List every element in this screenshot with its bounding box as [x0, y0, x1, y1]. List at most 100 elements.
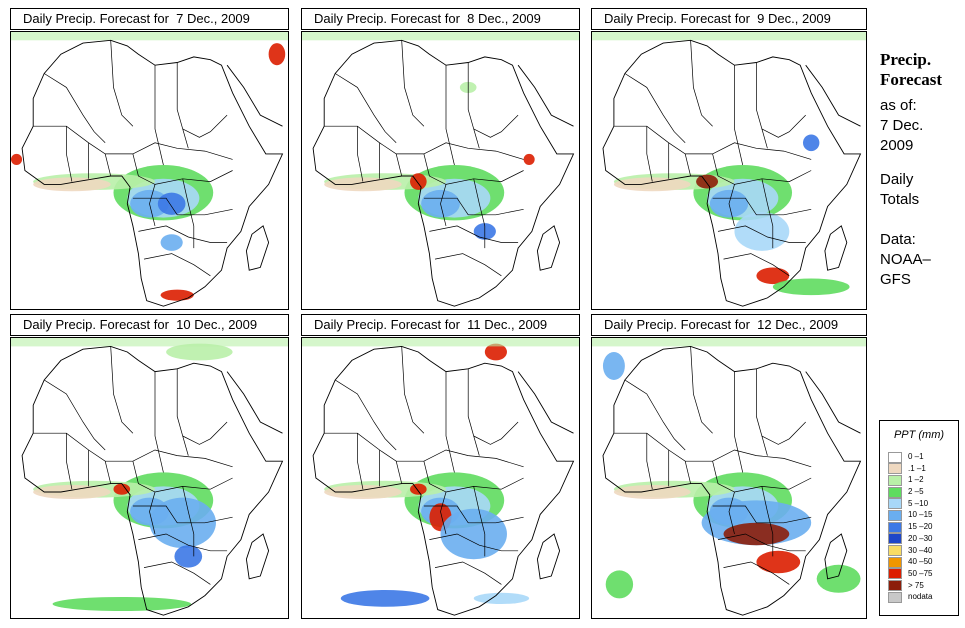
precip-cell [33, 177, 111, 192]
legend-title: PPT (mm) [893, 429, 945, 441]
precip-cell [52, 597, 192, 611]
country-border [473, 486, 486, 557]
precip-cell [410, 483, 427, 495]
country-border [154, 371, 164, 473]
arabia-coastline [226, 371, 283, 434]
country-border [182, 114, 228, 138]
country-border [434, 253, 502, 277]
legend-swatch [888, 474, 902, 486]
precip-cell [592, 338, 866, 347]
legend-swatch [888, 556, 902, 568]
precip-cell [33, 485, 111, 499]
legend-label: 20 –30 [908, 533, 933, 543]
legend-swatch [888, 498, 902, 510]
precip-cell [473, 592, 530, 604]
country-border [423, 505, 524, 524]
legend-label: > 75 [908, 580, 924, 590]
madagascar-outline [536, 225, 561, 271]
country-border [132, 461, 233, 493]
ppt-legend: PPT (mm) 0 –1 .1 –1 1 –2 2 –5 5 –10 10 –15 15 … [879, 420, 959, 616]
precip-cell [696, 174, 719, 189]
country-border [401, 40, 425, 127]
madagascar-outline [824, 533, 848, 580]
panel-title: Daily Precip. Forecast for 9 Dec., 2009 [591, 8, 867, 30]
data-source-line2: NOAA– [880, 251, 931, 268]
africa-precip-map [301, 337, 580, 619]
country-border [728, 184, 735, 226]
panel-title: Daily Precip. Forecast for 11 Dec., 2009 [301, 314, 580, 336]
country-border [712, 505, 812, 524]
panel-title: Daily Precip. Forecast for 10 Dec., 2009 [10, 314, 289, 336]
africa-precip-map [591, 31, 867, 310]
country-border [756, 368, 768, 456]
legend-swatch [888, 451, 902, 463]
legend-swatch [888, 486, 902, 498]
arabia-coastline [805, 371, 861, 434]
arabia-coastline [805, 64, 861, 127]
legend-label: 1 –2 [908, 475, 924, 485]
data-source-line1: Data: [880, 231, 916, 248]
africa-coastline [602, 345, 862, 616]
precip-cell [160, 234, 183, 251]
country-border [395, 153, 403, 177]
country-border [182, 421, 228, 445]
country-border [176, 368, 189, 456]
country-border [684, 153, 691, 177]
country-border [324, 125, 524, 160]
precip-cell [324, 485, 402, 499]
precip-cell [756, 550, 801, 574]
country-border [154, 65, 164, 166]
precip-cell [605, 570, 634, 599]
country-border [33, 125, 233, 160]
africa-precip-map [10, 337, 289, 619]
legend-swatch [888, 580, 902, 592]
precip-cell [440, 508, 507, 560]
asof-date-line1: 7 Dec. [880, 117, 924, 134]
legend-label: .1 –1 [908, 463, 926, 473]
country-border [143, 253, 211, 277]
africa-precip-map [301, 31, 580, 310]
legend-label: 5 –10 [908, 498, 929, 508]
country-border [104, 461, 112, 484]
country-border [335, 73, 397, 144]
madagascar-outline [824, 225, 848, 271]
side-title-line2: Forecast [880, 70, 942, 89]
country-border [445, 371, 455, 473]
africa-precip-map [591, 337, 867, 619]
precip-cell [174, 545, 203, 568]
precip-cell [772, 278, 850, 296]
precip-cell [268, 43, 286, 66]
country-border [149, 491, 156, 535]
asof-label: as of: [880, 97, 917, 114]
country-border [646, 433, 653, 490]
precip-cell [302, 32, 579, 41]
precip-cell [723, 522, 790, 546]
country-border [684, 461, 691, 484]
precip-cell [340, 590, 430, 607]
precip-layer [11, 338, 288, 611]
legend-swatch [888, 545, 902, 556]
precip-cell [11, 338, 288, 347]
africa-coastline [312, 39, 575, 307]
precip-cell [302, 338, 579, 347]
panel-title: Daily Precip. Forecast for 7 Dec., 2009 [10, 8, 289, 30]
legend-label: 2 –5 [908, 487, 924, 497]
precip-cell [523, 153, 535, 165]
madagascar-outline [245, 533, 270, 580]
country-border [110, 40, 134, 127]
country-border [138, 225, 228, 243]
country-border [423, 153, 524, 185]
africa-precip-map [10, 31, 289, 310]
precip-cell [11, 32, 288, 41]
country-border [756, 62, 768, 149]
country-border [335, 379, 397, 451]
country-border [143, 561, 211, 585]
precip-cell [756, 267, 790, 285]
legend-swatch [888, 463, 902, 475]
africa-coastline [21, 345, 284, 616]
legend-swatch [888, 591, 902, 603]
country-border [712, 197, 812, 216]
precip-cell [160, 289, 194, 301]
country-border [110, 346, 134, 434]
precip-cell [602, 352, 625, 380]
